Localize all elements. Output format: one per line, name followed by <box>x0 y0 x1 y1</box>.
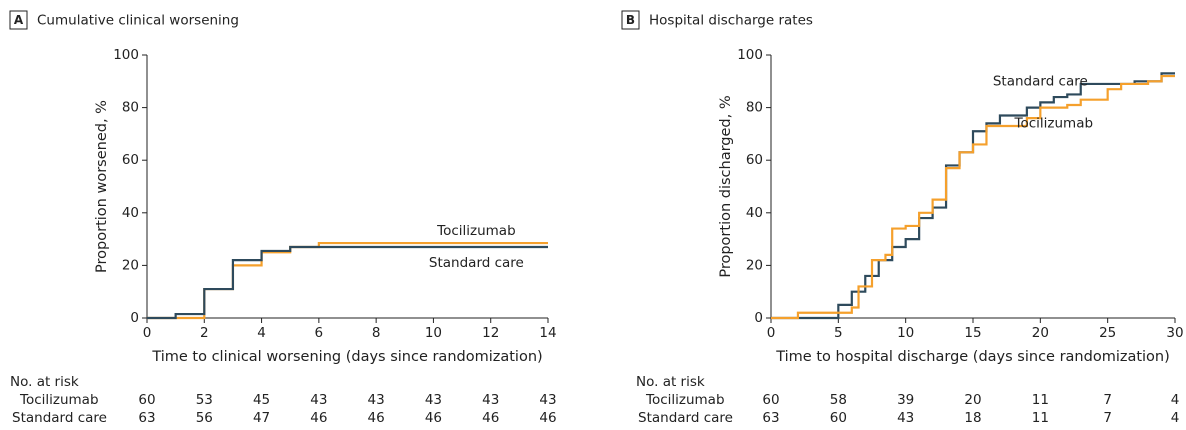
x-tick-label: 5 <box>834 325 843 341</box>
x-tick-label: 20 <box>1032 325 1049 341</box>
x-tick-label: 0 <box>143 325 152 341</box>
risk-count: 63 <box>138 410 155 426</box>
risk-count: 43 <box>482 392 499 408</box>
y-tick-label: 20 <box>122 257 139 273</box>
risk-count: 43 <box>897 410 914 426</box>
y-tick-label: 100 <box>737 47 763 63</box>
risk-count: 20 <box>964 392 981 408</box>
risk-table-title: No. at risk <box>636 374 705 390</box>
y-tick-label: 0 <box>130 310 139 326</box>
x-tick-label: 10 <box>425 325 442 341</box>
y-tick-label: 60 <box>746 152 763 168</box>
risk-count: 46 <box>425 410 442 426</box>
risk-count: 47 <box>253 410 270 426</box>
panel-label: B <box>626 13 635 27</box>
x-tick-label: 14 <box>539 325 556 341</box>
risk-count: 43 <box>368 392 385 408</box>
y-tick-label: 0 <box>754 310 763 326</box>
y-axis-label: Proportion discharged, % <box>718 95 734 277</box>
y-axis-label: Proportion worsened, % <box>94 100 110 273</box>
risk-count: 60 <box>830 410 847 426</box>
risk-count: 7 <box>1103 410 1112 426</box>
risk-count: 46 <box>539 410 556 426</box>
x-tick-label: 2 <box>200 325 209 341</box>
risk-count: 56 <box>196 410 213 426</box>
risk-count: 46 <box>310 410 327 426</box>
panel-label: A <box>14 13 24 27</box>
x-tick-label: 0 <box>767 325 776 341</box>
risk-count: 60 <box>138 392 155 408</box>
y-tick-label: 60 <box>122 152 139 168</box>
risk-count: 18 <box>964 410 981 426</box>
x-tick-label: 25 <box>1099 325 1116 341</box>
x-tick-label: 10 <box>897 325 914 341</box>
risk-row-name: Tocilizumab <box>19 392 99 408</box>
risk-count: 43 <box>425 392 442 408</box>
y-tick-label: 40 <box>746 205 763 221</box>
risk-count: 43 <box>310 392 327 408</box>
risk-count: 60 <box>762 392 779 408</box>
y-tick-label: 80 <box>746 100 763 116</box>
risk-count: 45 <box>253 392 270 408</box>
risk-count: 4 <box>1171 410 1180 426</box>
x-tick-label: 30 <box>1166 325 1183 341</box>
risk-row-name: Standard care <box>12 410 107 426</box>
risk-count: 46 <box>368 410 385 426</box>
risk-count: 53 <box>196 392 213 408</box>
series-label: Standard care <box>993 73 1088 89</box>
risk-row-name: Standard care <box>638 410 733 426</box>
risk-count: 58 <box>830 392 847 408</box>
risk-count: 11 <box>1032 392 1049 408</box>
series-label: Tocilizumab <box>436 223 516 239</box>
x-axis-label: Time to hospital discharge (days since r… <box>775 349 1170 365</box>
x-tick-label: 6 <box>315 325 324 341</box>
risk-count: 7 <box>1103 392 1112 408</box>
risk-table-title: No. at risk <box>10 374 79 390</box>
y-tick-label: 100 <box>113 47 139 63</box>
panel-title: Cumulative clinical worsening <box>37 13 239 29</box>
risk-count: 4 <box>1171 392 1180 408</box>
risk-row-name: Tocilizumab <box>645 392 725 408</box>
km-curve <box>771 72 1175 320</box>
x-tick-label: 12 <box>482 325 499 341</box>
panel-label-box <box>9 10 28 30</box>
risk-count: 63 <box>762 410 779 426</box>
risk-count: 43 <box>539 392 556 408</box>
y-tick-label: 80 <box>122 100 139 116</box>
km-curve <box>147 245 548 320</box>
risk-count: 11 <box>1032 410 1049 426</box>
panel-label-box <box>621 10 640 30</box>
y-tick-label: 20 <box>746 257 763 273</box>
x-axis-label: Time to clinical worsening (days since r… <box>151 349 542 365</box>
km-curve <box>771 74 1175 320</box>
x-tick-label: 8 <box>372 325 381 341</box>
risk-count: 46 <box>482 410 499 426</box>
x-tick-label: 4 <box>257 325 266 341</box>
y-tick-label: 40 <box>122 205 139 221</box>
x-tick-label: 15 <box>964 325 981 341</box>
series-label: Standard care <box>429 255 524 271</box>
panel-title: Hospital discharge rates <box>649 13 813 29</box>
risk-count: 39 <box>897 392 914 408</box>
series-label: Tocilizumab <box>1014 115 1094 131</box>
